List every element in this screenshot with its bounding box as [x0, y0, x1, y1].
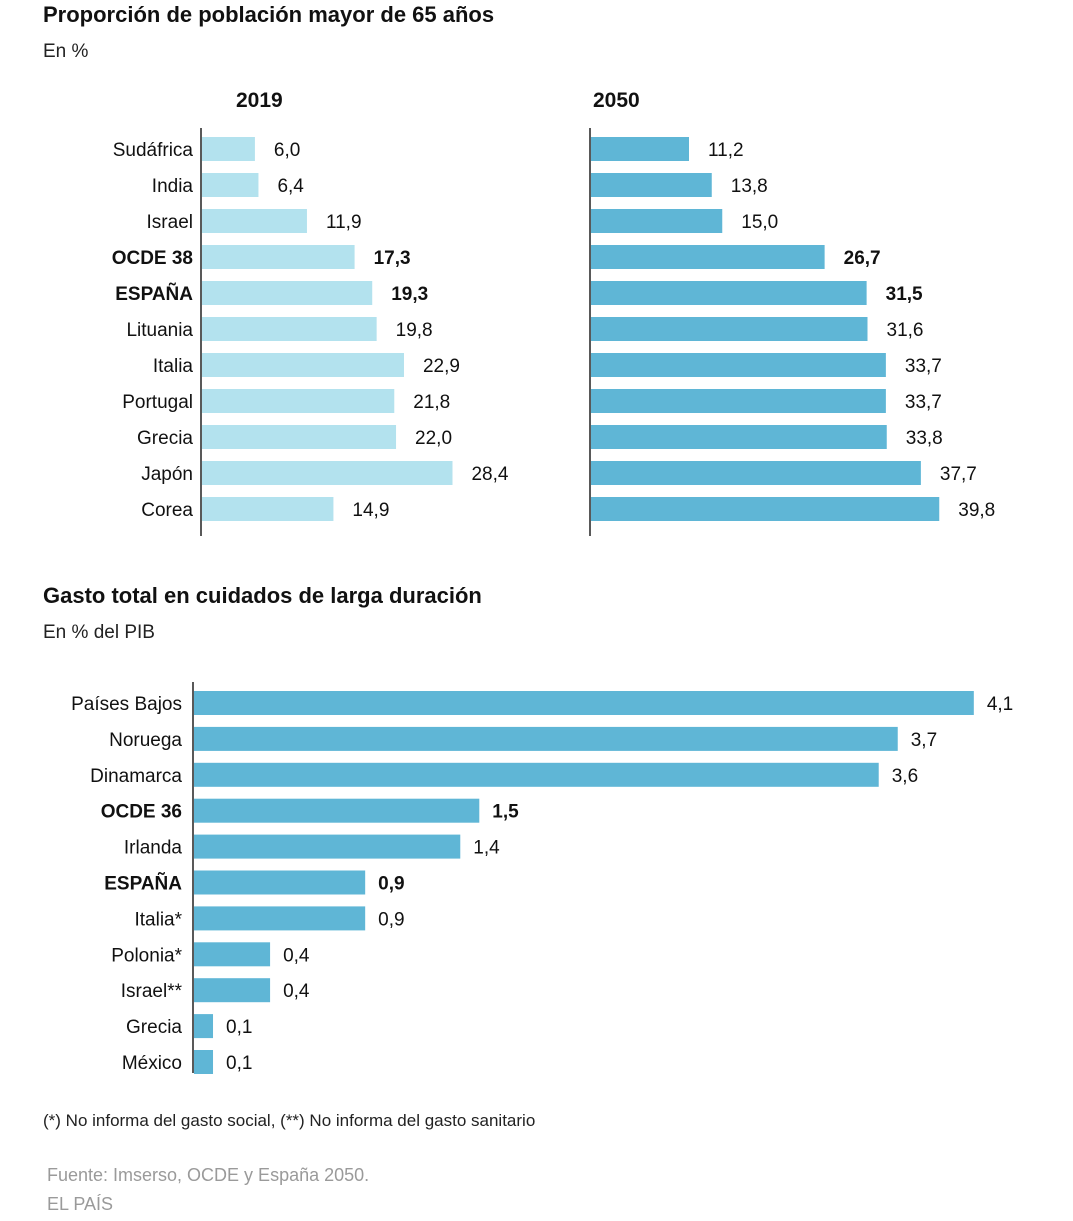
data-label-2050-sudafrica: 11,2: [708, 140, 744, 161]
category-label-espana: ESPAÑA: [115, 283, 193, 305]
data-label-2019-india: 6,4: [277, 176, 304, 197]
category-label-ocde-36: OCDE 36: [101, 802, 182, 823]
bar-2050-portugal: [591, 389, 886, 413]
bar-2050-grecia: [591, 425, 887, 449]
bar-2019-japon: [202, 461, 453, 485]
bar-dinamarca: [194, 762, 879, 787]
bar-2019-israel: [202, 209, 307, 233]
series-title-2019: 2019: [236, 89, 283, 112]
category-label-italia: Italia: [153, 356, 194, 377]
category-label-paises-bajos: Países Bajos: [71, 694, 182, 715]
bar-2019-espana: [202, 281, 373, 305]
category-label-polonia: Polonia*: [111, 945, 182, 966]
data-label-israel: 0,4: [283, 981, 310, 1002]
bar-2019-lituania: [202, 317, 377, 341]
data-label-2019-lituania: 19,8: [396, 320, 433, 341]
data-label-mexico: 0,1: [226, 1053, 252, 1074]
data-label-2050-ocde-38: 26,7: [844, 248, 881, 269]
data-label-2019-sudafrica: 6,0: [274, 140, 300, 161]
bar-2019-portugal: [202, 389, 395, 413]
data-label-polonia: 0,4: [283, 945, 310, 966]
data-label-2019-japon: 28,4: [471, 464, 508, 485]
data-label-2019-italia: 22,9: [423, 356, 460, 377]
bar-noruega: [194, 726, 898, 751]
data-label-2019-grecia: 22,0: [415, 428, 452, 449]
category-label-israel: Israel**: [121, 981, 183, 1002]
data-label-2019-ocde-38: 17,3: [374, 248, 411, 269]
category-label-portugal: Portugal: [122, 392, 193, 413]
bar-2050-japon: [591, 461, 921, 485]
bar-2019-italia: [202, 353, 404, 377]
bar-2050-ocde-38: [591, 245, 825, 269]
category-label-israel: Israel: [147, 212, 193, 233]
bar-grecia: [194, 1014, 214, 1039]
data-label-irlanda: 1,4: [473, 838, 500, 859]
data-label-2019-portugal: 21,8: [413, 392, 450, 413]
category-label-india: India: [152, 176, 194, 197]
population-bar-chart: Sudáfrica India Israel OCDE 38 ESPAÑA Lituani…: [112, 128, 995, 536]
category-label-japon: Japón: [141, 464, 193, 485]
data-label-2050-grecia: 33,8: [906, 428, 943, 449]
data-label-dinamarca: 3,6: [892, 766, 918, 787]
bar-irlanda: [194, 834, 461, 859]
data-label-2019-corea: 14,9: [352, 500, 389, 521]
data-label-noruega: 3,7: [911, 730, 937, 751]
bar-israel: [194, 978, 271, 1003]
bar-2050-lituania: [591, 317, 868, 341]
bar-2050-italia: [591, 353, 886, 377]
data-label-italia: 0,9: [378, 909, 404, 930]
data-label-grecia: 0,1: [226, 1017, 252, 1038]
brand-credit: EL PAÍS: [47, 1194, 114, 1214]
data-label-2050-india: 13,8: [731, 176, 768, 197]
category-label-grecia: Grecia: [126, 1017, 182, 1038]
category-label-dinamarca: Dinamarca: [90, 766, 182, 787]
data-label-2050-japon: 37,7: [940, 464, 977, 485]
category-label-sudafrica: Sudáfrica: [113, 140, 194, 161]
bar-2050-india: [591, 173, 712, 197]
data-label-ocde-36: 1,5: [492, 802, 519, 823]
bar-2019-ocde-38: [202, 245, 355, 269]
data-label-2019-israel: 11,9: [326, 212, 362, 233]
chart-title-care-spending: Gasto total en cuidados de larga duració…: [43, 583, 482, 608]
source-note: Fuente: Imserso, OCDE y España 2050.: [47, 1165, 370, 1185]
data-label-espana: 0,9: [378, 874, 404, 895]
category-label-corea: Corea: [141, 500, 193, 521]
data-label-paises-bajos: 4,1: [987, 694, 1013, 715]
bar-polonia: [194, 942, 271, 967]
category-label-espana: ESPAÑA: [104, 873, 182, 895]
bar-ocde-36: [194, 798, 480, 823]
data-label-2050-lituania: 31,6: [887, 320, 924, 341]
series-title-2050: 2050: [593, 89, 640, 112]
data-label-2050-espana: 31,5: [886, 284, 923, 305]
bar-italia: [194, 906, 366, 931]
bar-2019-sudafrica: [202, 137, 255, 161]
category-label-italia: Italia*: [134, 909, 182, 930]
data-label-2050-portugal: 33,7: [905, 392, 942, 413]
bar-2019-corea: [202, 497, 334, 521]
bar-espana: [194, 870, 366, 895]
bar-2050-sudafrica: [591, 137, 689, 161]
category-label-lituania: Lituania: [126, 320, 193, 341]
category-label-noruega: Noruega: [109, 730, 182, 751]
bar-2019-grecia: [202, 425, 397, 449]
data-label-2019-espana: 19,3: [391, 284, 428, 305]
chart-subtitle-care-spending: En % del PIB: [43, 622, 155, 643]
category-label-mexico: México: [122, 1053, 182, 1074]
data-label-2050-israel: 15,0: [741, 212, 778, 233]
data-label-2050-corea: 39,8: [958, 500, 995, 521]
bar-2050-israel: [591, 209, 723, 233]
data-label-2050-italia: 33,7: [905, 356, 942, 377]
footnote: (*) No informa del gasto social, (**) No…: [43, 1111, 536, 1130]
category-label-irlanda: Irlanda: [124, 838, 183, 859]
bar-2050-corea: [591, 497, 940, 521]
category-label-grecia: Grecia: [137, 428, 193, 449]
chart-title-population: Proporción de población mayor de 65 años: [43, 2, 495, 27]
bar-2019-india: [202, 173, 259, 197]
care-spending-bar-chart: Países Bajos 4,1 Noruega 3,7 Dinamarca 3,6 OCD…: [71, 682, 1013, 1074]
category-label-ocde-38: OCDE 38: [112, 248, 193, 269]
chart-subtitle-population: En %: [43, 41, 89, 62]
bar-2050-espana: [591, 281, 867, 305]
bar-mexico: [194, 1050, 214, 1074]
bar-paises-bajos: [194, 691, 974, 715]
